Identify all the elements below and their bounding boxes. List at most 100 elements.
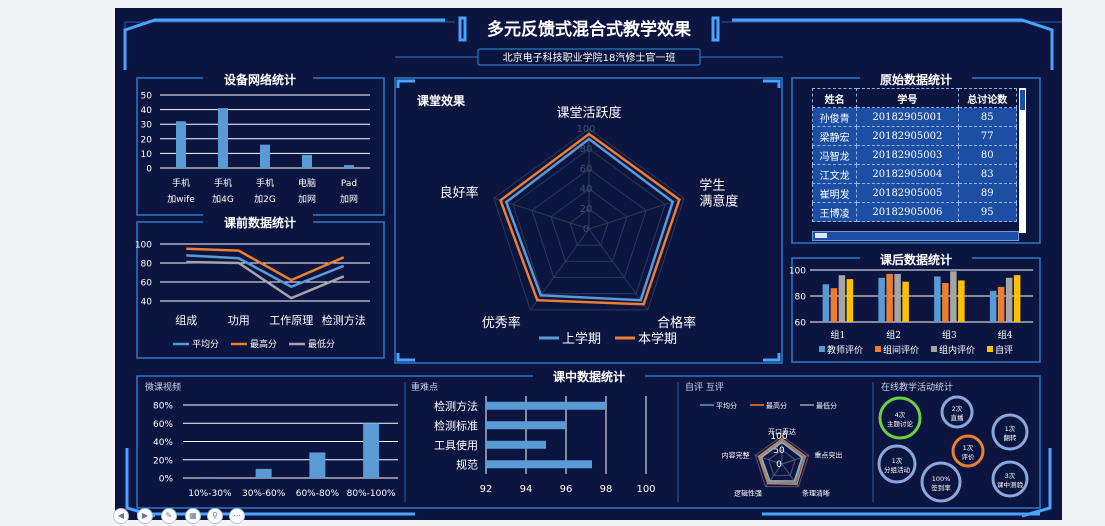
next-icon[interactable]: ▶ bbox=[137, 508, 153, 524]
x-tick-label: 手机 bbox=[172, 177, 190, 189]
radial-tick-label: 20 bbox=[580, 204, 593, 215]
table-row: 孙俊青 20182905001 85 bbox=[811, 107, 1017, 127]
table-cell: 77 bbox=[957, 126, 1017, 146]
bar bbox=[894, 273, 901, 322]
column-header: 姓名 bbox=[811, 88, 858, 108]
more-icon[interactable]: ⋯ bbox=[229, 508, 245, 524]
page-subtitle: 北京电子科技职业学院18汽修士官一班 bbox=[503, 51, 676, 64]
table-cell: 20182905006 bbox=[856, 202, 959, 222]
header: 多元反馈式混合式教学效果 北京电子科技职业学院18汽修士官一班 bbox=[395, 16, 783, 66]
bubble-label: 1次 bbox=[963, 443, 974, 452]
bubble-label: 1次 bbox=[1005, 424, 1016, 433]
radar-series bbox=[504, 137, 675, 302]
bar bbox=[902, 281, 909, 322]
classroom-panel-title: 课堂效果 bbox=[417, 93, 465, 108]
radial-tick-label: 0 bbox=[583, 224, 589, 235]
zoom-icon[interactable]: ⚲ bbox=[207, 508, 223, 524]
video-chart: 0% 20% 40% 60% 80% 10%-30% 30%-60% 60%-80% 80%-1… bbox=[153, 402, 398, 499]
prev-icon[interactable]: ◀ bbox=[113, 508, 129, 524]
x-tick-label: 检测方法 bbox=[322, 313, 366, 327]
y-tick-label: 0 bbox=[146, 165, 152, 175]
y-tick-label: 80 bbox=[795, 293, 807, 303]
y-tick-label: 规范 bbox=[456, 457, 478, 471]
vertical-scroll-thumb[interactable] bbox=[1020, 90, 1025, 110]
x-tick-label: 80%-100% bbox=[347, 489, 396, 499]
x-tick-label: 手机 bbox=[256, 177, 274, 189]
bar bbox=[302, 154, 312, 168]
x-tick-label: 加网 bbox=[340, 194, 358, 205]
legend-label: 组内评价 bbox=[939, 344, 975, 356]
table-cell: 83 bbox=[957, 164, 1017, 184]
radial-tick-label: 100 bbox=[770, 432, 787, 442]
bubble-label: 2次 bbox=[952, 404, 963, 413]
slides-icon[interactable]: ▦ bbox=[185, 508, 201, 524]
bar bbox=[846, 279, 854, 322]
axis-label: 良好率 bbox=[440, 185, 479, 201]
y-tick-label: 30 bbox=[141, 121, 153, 131]
table-cell: 20182905001 bbox=[856, 107, 959, 127]
horizontal-scroll-thumb[interactable] bbox=[815, 233, 827, 238]
bar bbox=[363, 423, 380, 478]
x-tick-label: 组4 bbox=[998, 329, 1013, 341]
legend-label: 自评 bbox=[995, 344, 1013, 356]
y-tick-label: 检测标准 bbox=[434, 418, 478, 432]
table-cell: 89 bbox=[957, 183, 1017, 203]
y-tick-label: 60% bbox=[153, 420, 173, 430]
y-tick-label: 工具使用 bbox=[434, 439, 478, 452]
bubble-label: 主题讨论 bbox=[887, 419, 914, 428]
post-class-chart: 60 80 100 组1 组2 组3 组4 教师评价 组间评价 组内评价 自评 bbox=[789, 267, 1033, 356]
bar bbox=[218, 108, 228, 168]
legend-label: 平均分 bbox=[716, 401, 737, 410]
axis-label: 合格率 bbox=[657, 315, 696, 331]
table-horizontal-scrollbar[interactable] bbox=[812, 231, 1019, 241]
x-tick-label: 30%-60% bbox=[242, 489, 286, 499]
table-cell: 梁静宏 bbox=[811, 126, 858, 146]
x-tick-label: 组3 bbox=[942, 329, 957, 341]
column-header: 学号 bbox=[856, 88, 959, 108]
axis-label: 开口表达 bbox=[768, 427, 796, 436]
radar-grid bbox=[754, 435, 810, 488]
bubble-label: 分组活动 bbox=[884, 465, 911, 474]
table-cell: 冯智龙 bbox=[811, 145, 858, 165]
table-cell: 王博凌 bbox=[811, 202, 858, 222]
axis-label: 课堂活跃度 bbox=[556, 105, 621, 121]
x-tick-label: 组成 bbox=[175, 313, 197, 327]
x-tick-label: 组1 bbox=[831, 329, 846, 341]
x-tick-label: 98 bbox=[600, 484, 613, 495]
x-tick-label: 92 bbox=[480, 484, 493, 495]
bubble-label: 翻转 bbox=[1004, 433, 1018, 442]
table-cell: 孙俊青 bbox=[811, 107, 858, 127]
table-cell: 85 bbox=[957, 107, 1017, 127]
x-tick-label: 组2 bbox=[886, 329, 901, 341]
table-row: 江文龙 20182905004 83 bbox=[811, 164, 1017, 184]
y-tick-label: 40 bbox=[141, 106, 153, 116]
bubble-label: 4次 bbox=[895, 410, 906, 419]
radial-tick-label: 40 bbox=[580, 184, 593, 195]
bar bbox=[886, 273, 893, 322]
raw-panel-title: 原始数据统计 bbox=[880, 72, 952, 87]
y-tick-label: 80% bbox=[153, 402, 173, 412]
bar bbox=[486, 440, 546, 449]
table-vertical-scrollbar[interactable] bbox=[1019, 88, 1026, 233]
axis-label: 逻辑性强 bbox=[734, 489, 762, 498]
series-line bbox=[186, 247, 345, 282]
radar-series bbox=[760, 441, 803, 482]
dashboard-canvas: 多元反馈式混合式教学效果 北京电子科技职业学院18汽修士官一班 设备网络统计 课… bbox=[123, 16, 1062, 518]
raw-data-table: 姓名 学号 总讨论数 孙俊青 20182905001 85 梁静宏 20182905002 7… bbox=[811, 88, 1017, 222]
radial-tick-label: 50 bbox=[773, 446, 785, 456]
frames bbox=[123, 18, 1062, 518]
x-tick-label: 电脑 bbox=[298, 177, 316, 189]
series-line bbox=[186, 254, 345, 289]
difficulty-panel-title: 重难点 bbox=[411, 381, 438, 393]
y-tick-label: 20% bbox=[153, 456, 173, 466]
column-header: 总讨论数 bbox=[957, 88, 1017, 108]
series-line bbox=[186, 260, 345, 300]
activity-bubble bbox=[991, 460, 1029, 498]
table-cell: 20182905005 bbox=[856, 183, 959, 203]
table-cell: 95 bbox=[957, 202, 1017, 222]
pen-icon[interactable]: ✎ bbox=[161, 508, 177, 524]
table-cell: 江文龙 bbox=[811, 164, 858, 184]
